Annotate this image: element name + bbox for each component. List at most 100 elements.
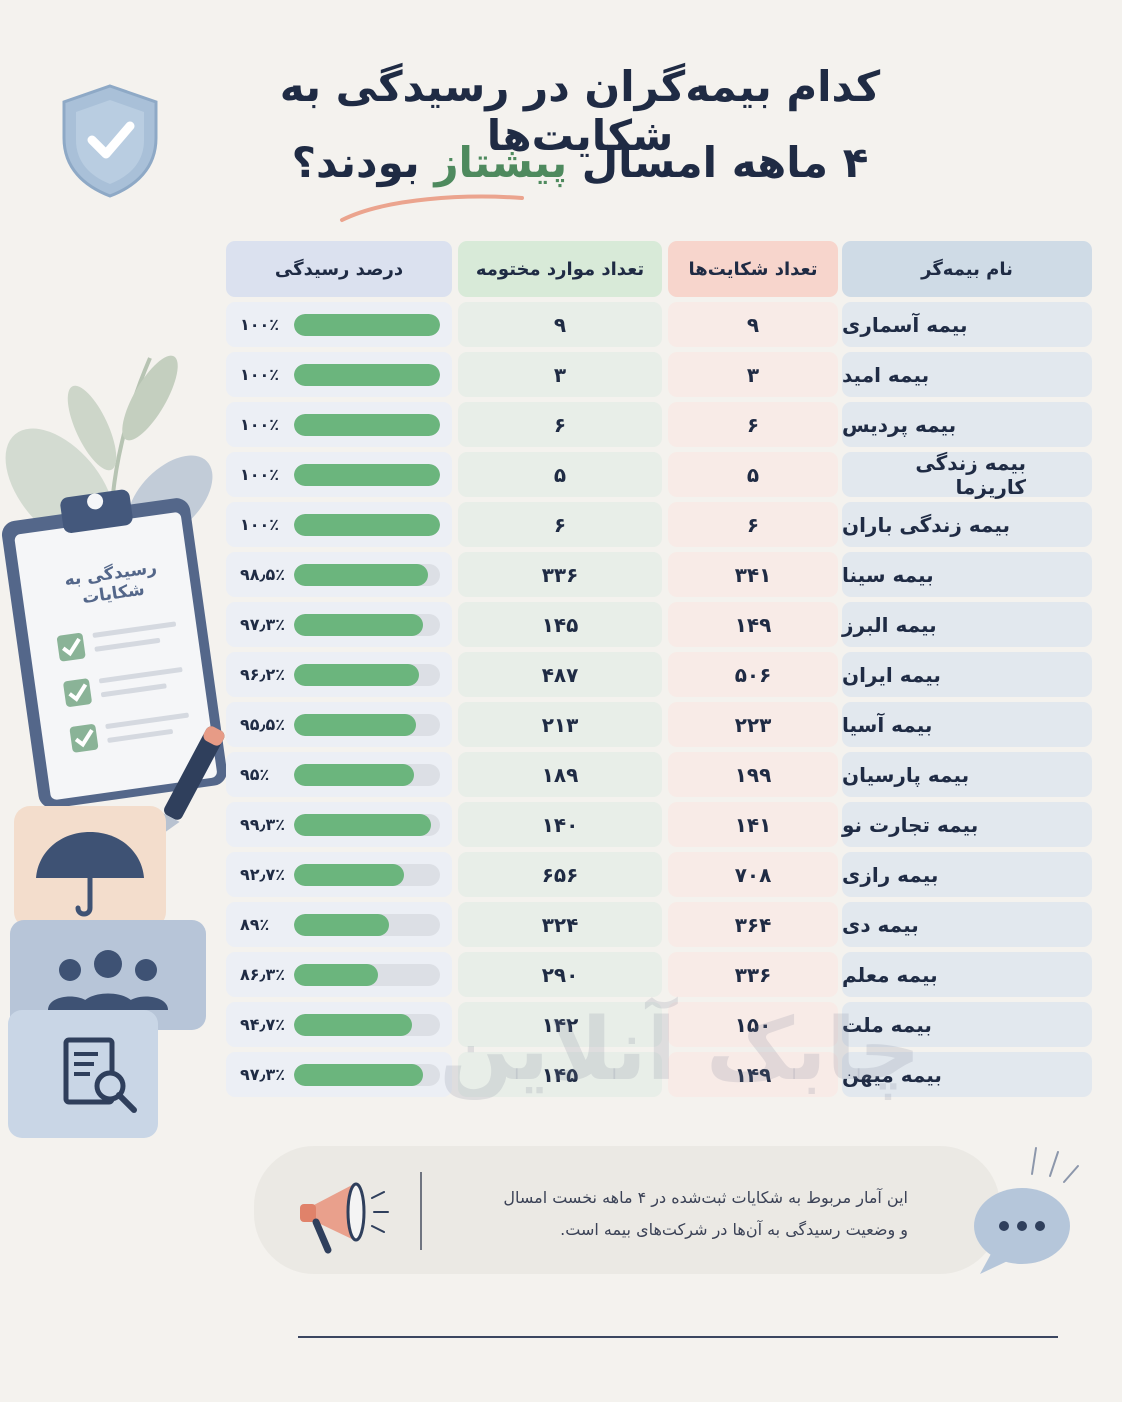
table-row: بیمه ایران ۵۰۶ ۴۸۷ ۹۶٫۲٪ [226,652,1092,702]
closed-count: ۶۵۶ [458,852,662,897]
insurer-name: بیمه ایران [842,652,1092,697]
percent-cell: ۱۰۰٪ [226,352,452,397]
header-closed: تعداد موارد مختومه [458,241,662,297]
closed-count: ۳ [458,352,662,397]
percent-cell: ۹۷٫۳٪ [226,602,452,647]
progress-bar [294,914,440,936]
title-part-1: ۴ ماهه امسال [567,138,869,187]
table-row: بیمه البرز ۱۴۹ ۱۴۵ ۹۷٫۳٪ [226,602,1092,652]
progress-bar [294,714,440,736]
closed-count: ۶ [458,502,662,547]
header-complaints: تعداد شکایت‌ها [668,241,838,297]
closed-count: ۱۴۵ [458,1052,662,1097]
progress-fill [294,314,440,336]
percent-label: ۹۷٫۳٪ [240,1065,286,1084]
title-part-2: بودند؟ [291,138,435,187]
closed-count: ۶ [458,402,662,447]
megaphone-icon [300,1182,389,1254]
percent-label: ۹۹٫۳٪ [240,815,286,834]
closed-count: ۴۸۷ [458,652,662,697]
insurer-name: بیمه میهن [842,1052,1092,1097]
percent-label: ۸۹٪ [240,915,270,934]
progress-fill [294,664,419,686]
table-row: بیمه پارسیان ۱۹۹ ۱۸۹ ۹۵٪ [226,752,1092,802]
percent-cell: ۹۶٫۲٪ [226,652,452,697]
progress-bar [294,764,440,786]
complaints-count: ۶ [668,502,838,547]
progress-bar [294,814,440,836]
note-divider [420,1172,422,1250]
note-line-2: و وضعیت رسیدگی به آن‌ها در شرکت‌های بیمه… [560,1220,908,1239]
insurer-name: بیمه معلم [842,952,1092,997]
insurers-table: نام بیمه‌گر تعداد شکایت‌ها تعداد موارد م… [226,241,1092,1102]
percent-label: ۹۲٫۷٪ [240,865,286,884]
note-text: این آمار مربوط به شکایات ثبت‌شده در ۴ ما… [503,1182,908,1246]
closed-count: ۱۴۲ [458,1002,662,1047]
percent-label: ۸۶٫۳٪ [240,965,286,984]
complaints-count: ۶ [668,402,838,447]
table-row: بیمه آسیا ۲۲۳ ۲۱۳ ۹۵٫۵٪ [226,702,1092,752]
umbrella-icon [14,806,166,928]
closed-count: ۳۳۶ [458,552,662,597]
table-row: بیمه معلم ۳۳۶ ۲۹۰ ۸۶٫۳٪ [226,952,1092,1002]
complaints-count: ۷۰۸ [668,852,838,897]
insurer-name: بیمه البرز [842,602,1092,647]
percent-cell: ۱۰۰٪ [226,502,452,547]
progress-fill [294,764,414,786]
progress-fill [294,364,440,386]
percent-label: ۱۰۰٪ [240,315,280,334]
percent-label: ۱۰۰٪ [240,515,280,534]
progress-fill [294,964,378,986]
percent-cell: ۱۰۰٪ [226,402,452,447]
progress-fill [294,714,416,736]
complaints-count: ۳۳۶ [668,952,838,997]
percent-label: ۹۵٫۵٪ [240,715,286,734]
closed-count: ۲۱۳ [458,702,662,747]
progress-fill [294,514,440,536]
progress-fill [294,1014,412,1036]
table-row: بیمه ملت ۱۵۰ ۱۴۲ ۹۴٫۷٪ [226,1002,1092,1052]
progress-fill [294,414,440,436]
percent-label: ۱۰۰٪ [240,465,280,484]
title-line-2: ۴ ماهه امسال پیشتاز بودند؟ [180,138,980,187]
closed-count: ۵ [458,452,662,497]
progress-fill [294,564,428,586]
complaints-count: ۳۶۴ [668,902,838,947]
title-highlight: پیشتاز [434,138,568,187]
percent-cell: ۱۰۰٪ [226,302,452,347]
progress-bar [294,1064,440,1086]
progress-bar [294,614,440,636]
closed-count: ۱۴۰ [458,802,662,847]
bottom-divider [298,1336,1058,1338]
percent-cell: ۹۵٪ [226,752,452,797]
insurer-name: بیمه تجارت نو [842,802,1092,847]
complaints-count: ۱۹۹ [668,752,838,797]
percent-cell: ۹۲٫۷٪ [226,852,452,897]
complaints-count: ۱۴۱ [668,802,838,847]
progress-bar [294,364,440,386]
table-row: بیمه امید ۳ ۳ ۱۰۰٪ [226,352,1092,402]
progress-bar [294,864,440,886]
percent-cell: ۹۷٫۳٪ [226,1052,452,1097]
percent-cell: ۸۶٫۳٪ [226,952,452,997]
header-percent: درصد رسیدگی [226,241,452,297]
progress-fill [294,914,389,936]
insurer-name: بیمه ملت [842,1002,1092,1047]
table-row: بیمه دی ۳۶۴ ۳۲۴ ۸۹٪ [226,902,1092,952]
shield-check-icon [62,84,158,198]
closed-count: ۱۸۹ [458,752,662,797]
people-icon [10,920,206,1030]
insurer-name: بیمه دی [842,902,1092,947]
chat-bubble-icon [974,1147,1079,1274]
note-box: این آمار مربوط به شکایات ثبت‌شده در ۴ ما… [254,1146,1000,1274]
progress-fill [294,464,440,486]
percent-cell: ۹۸٫۵٪ [226,552,452,597]
percent-cell: ۸۹٪ [226,902,452,947]
closed-count: ۳۲۴ [458,902,662,947]
insurer-name: بیمه رازی [842,852,1092,897]
insurer-name: بیمه زندگی باران [842,502,1092,547]
progress-bar [294,1014,440,1036]
table-row: بیمه رازی ۷۰۸ ۶۵۶ ۹۲٫۷٪ [226,852,1092,902]
pen-icon [161,726,225,835]
